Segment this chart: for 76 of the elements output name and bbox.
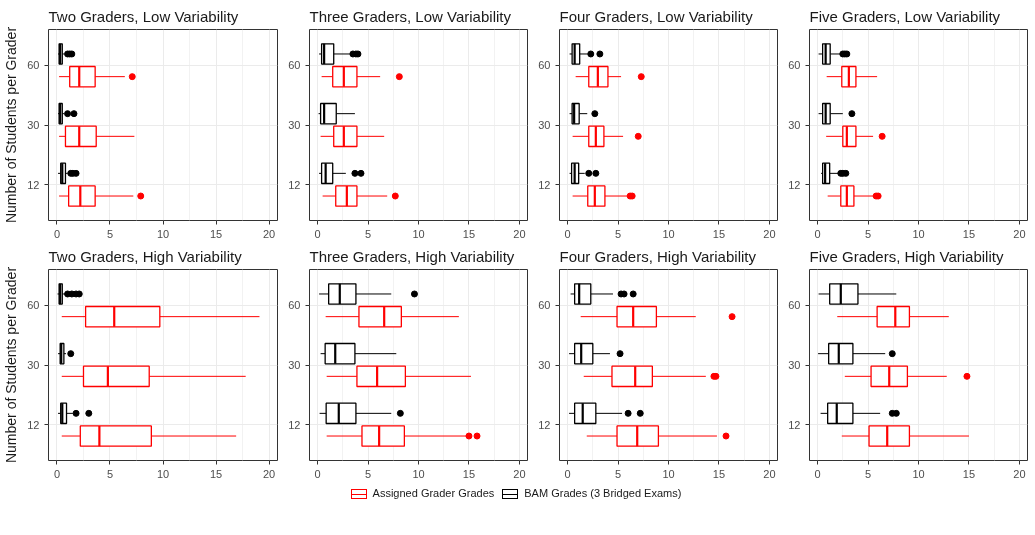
x-tick-label: 20	[763, 227, 776, 240]
y-tick-label: 12	[27, 418, 40, 431]
y-tick-label: 30	[288, 359, 301, 371]
x-tick-label: 15	[712, 227, 726, 240]
chart-title: Five Graders, High Variability	[809, 247, 1004, 265]
x-tick-label: 20	[262, 227, 276, 240]
chart-title: Two Graders, Low Variability	[48, 7, 239, 25]
y-tick-label: 30	[788, 359, 801, 371]
y-tick-label: 12	[788, 178, 801, 191]
x-tick-label: 5	[106, 467, 114, 480]
x-tick-label: 0	[53, 227, 61, 240]
legend-label: Assigned Grader Grades	[371, 487, 495, 499]
y-tick-label: 60	[288, 299, 301, 312]
y-tick-label: 60	[538, 59, 551, 72]
x-tick-label: 15	[462, 467, 476, 480]
chart-title: Three Graders, High Variability	[309, 247, 515, 265]
y-tick-label: 12	[788, 418, 801, 431]
chart-title: Four Graders, Low Variability	[559, 7, 754, 25]
y-tick-label: 60	[288, 59, 301, 72]
x-tick-label: 20	[763, 467, 776, 480]
y-tick-label: 60	[538, 299, 551, 312]
y-tick-label: 30	[538, 359, 551, 371]
legend-label: BAM Grades (3 Bridged Exams)	[523, 487, 682, 499]
y-tick-label: 30	[788, 119, 801, 131]
x-tick-label: 20	[1013, 467, 1026, 480]
x-tick-label: 0	[314, 227, 321, 240]
y-axis-title: Number of Students per Grader	[3, 26, 20, 224]
x-tick-label: 15	[462, 227, 476, 240]
x-tick-label: 0	[564, 227, 571, 240]
y-tick-label: 12	[288, 178, 301, 191]
x-tick-label: 0	[564, 467, 571, 480]
x-tick-label: 20	[513, 467, 526, 480]
x-tick-label: 5	[864, 467, 872, 480]
x-tick-label: 0	[814, 227, 821, 240]
x-tick-label: 20	[513, 227, 526, 240]
y-tick-label: 12	[288, 418, 301, 431]
x-tick-label: 5	[364, 467, 372, 480]
y-tick-label: 30	[288, 119, 301, 131]
chart-title: Five Graders, Low Variability	[809, 7, 1001, 25]
x-tick-label: 15	[962, 467, 976, 480]
y-tick-label: 60	[27, 299, 40, 312]
y-tick-label: 12	[538, 418, 551, 431]
x-tick-label: 15	[712, 467, 726, 480]
x-tick-label: 5	[106, 227, 114, 240]
x-tick-label: 0	[314, 467, 321, 480]
x-tick-label: 15	[209, 467, 223, 480]
x-tick-label: 10	[412, 227, 425, 240]
y-tick-label: 60	[27, 59, 40, 72]
x-tick-label: 10	[912, 227, 925, 240]
x-tick-label: 5	[614, 467, 622, 480]
x-tick-label: 10	[156, 227, 170, 240]
x-tick-label: 10	[412, 467, 425, 480]
x-tick-label: 10	[912, 467, 925, 480]
chart-title: Three Graders, Low Variability	[309, 7, 512, 25]
x-tick-label: 5	[864, 227, 872, 240]
y-tick-label: 12	[27, 178, 40, 191]
y-tick-label: 30	[27, 359, 40, 371]
y-tick-label: 60	[788, 299, 801, 312]
x-tick-label: 10	[662, 227, 675, 240]
x-tick-label: 20	[1013, 227, 1026, 240]
chart-title: Two Graders, High Variability	[48, 247, 243, 265]
x-tick-label: 15	[962, 227, 976, 240]
x-tick-label: 0	[814, 467, 821, 480]
x-tick-label: 20	[262, 467, 276, 480]
x-tick-label: 0	[53, 467, 61, 480]
x-tick-label: 10	[662, 467, 675, 480]
chart-title: Four Graders, High Variability	[559, 247, 757, 265]
x-tick-label: 5	[614, 227, 622, 240]
x-tick-label: 15	[209, 227, 223, 240]
y-tick-label: 60	[788, 59, 801, 72]
x-tick-label: 10	[156, 467, 170, 480]
y-tick-label: 30	[27, 119, 40, 131]
y-axis-title: Number of Students per Grader	[3, 266, 20, 464]
y-tick-label: 30	[538, 119, 551, 131]
y-tick-label: 12	[538, 178, 551, 191]
x-tick-label: 5	[364, 227, 372, 240]
